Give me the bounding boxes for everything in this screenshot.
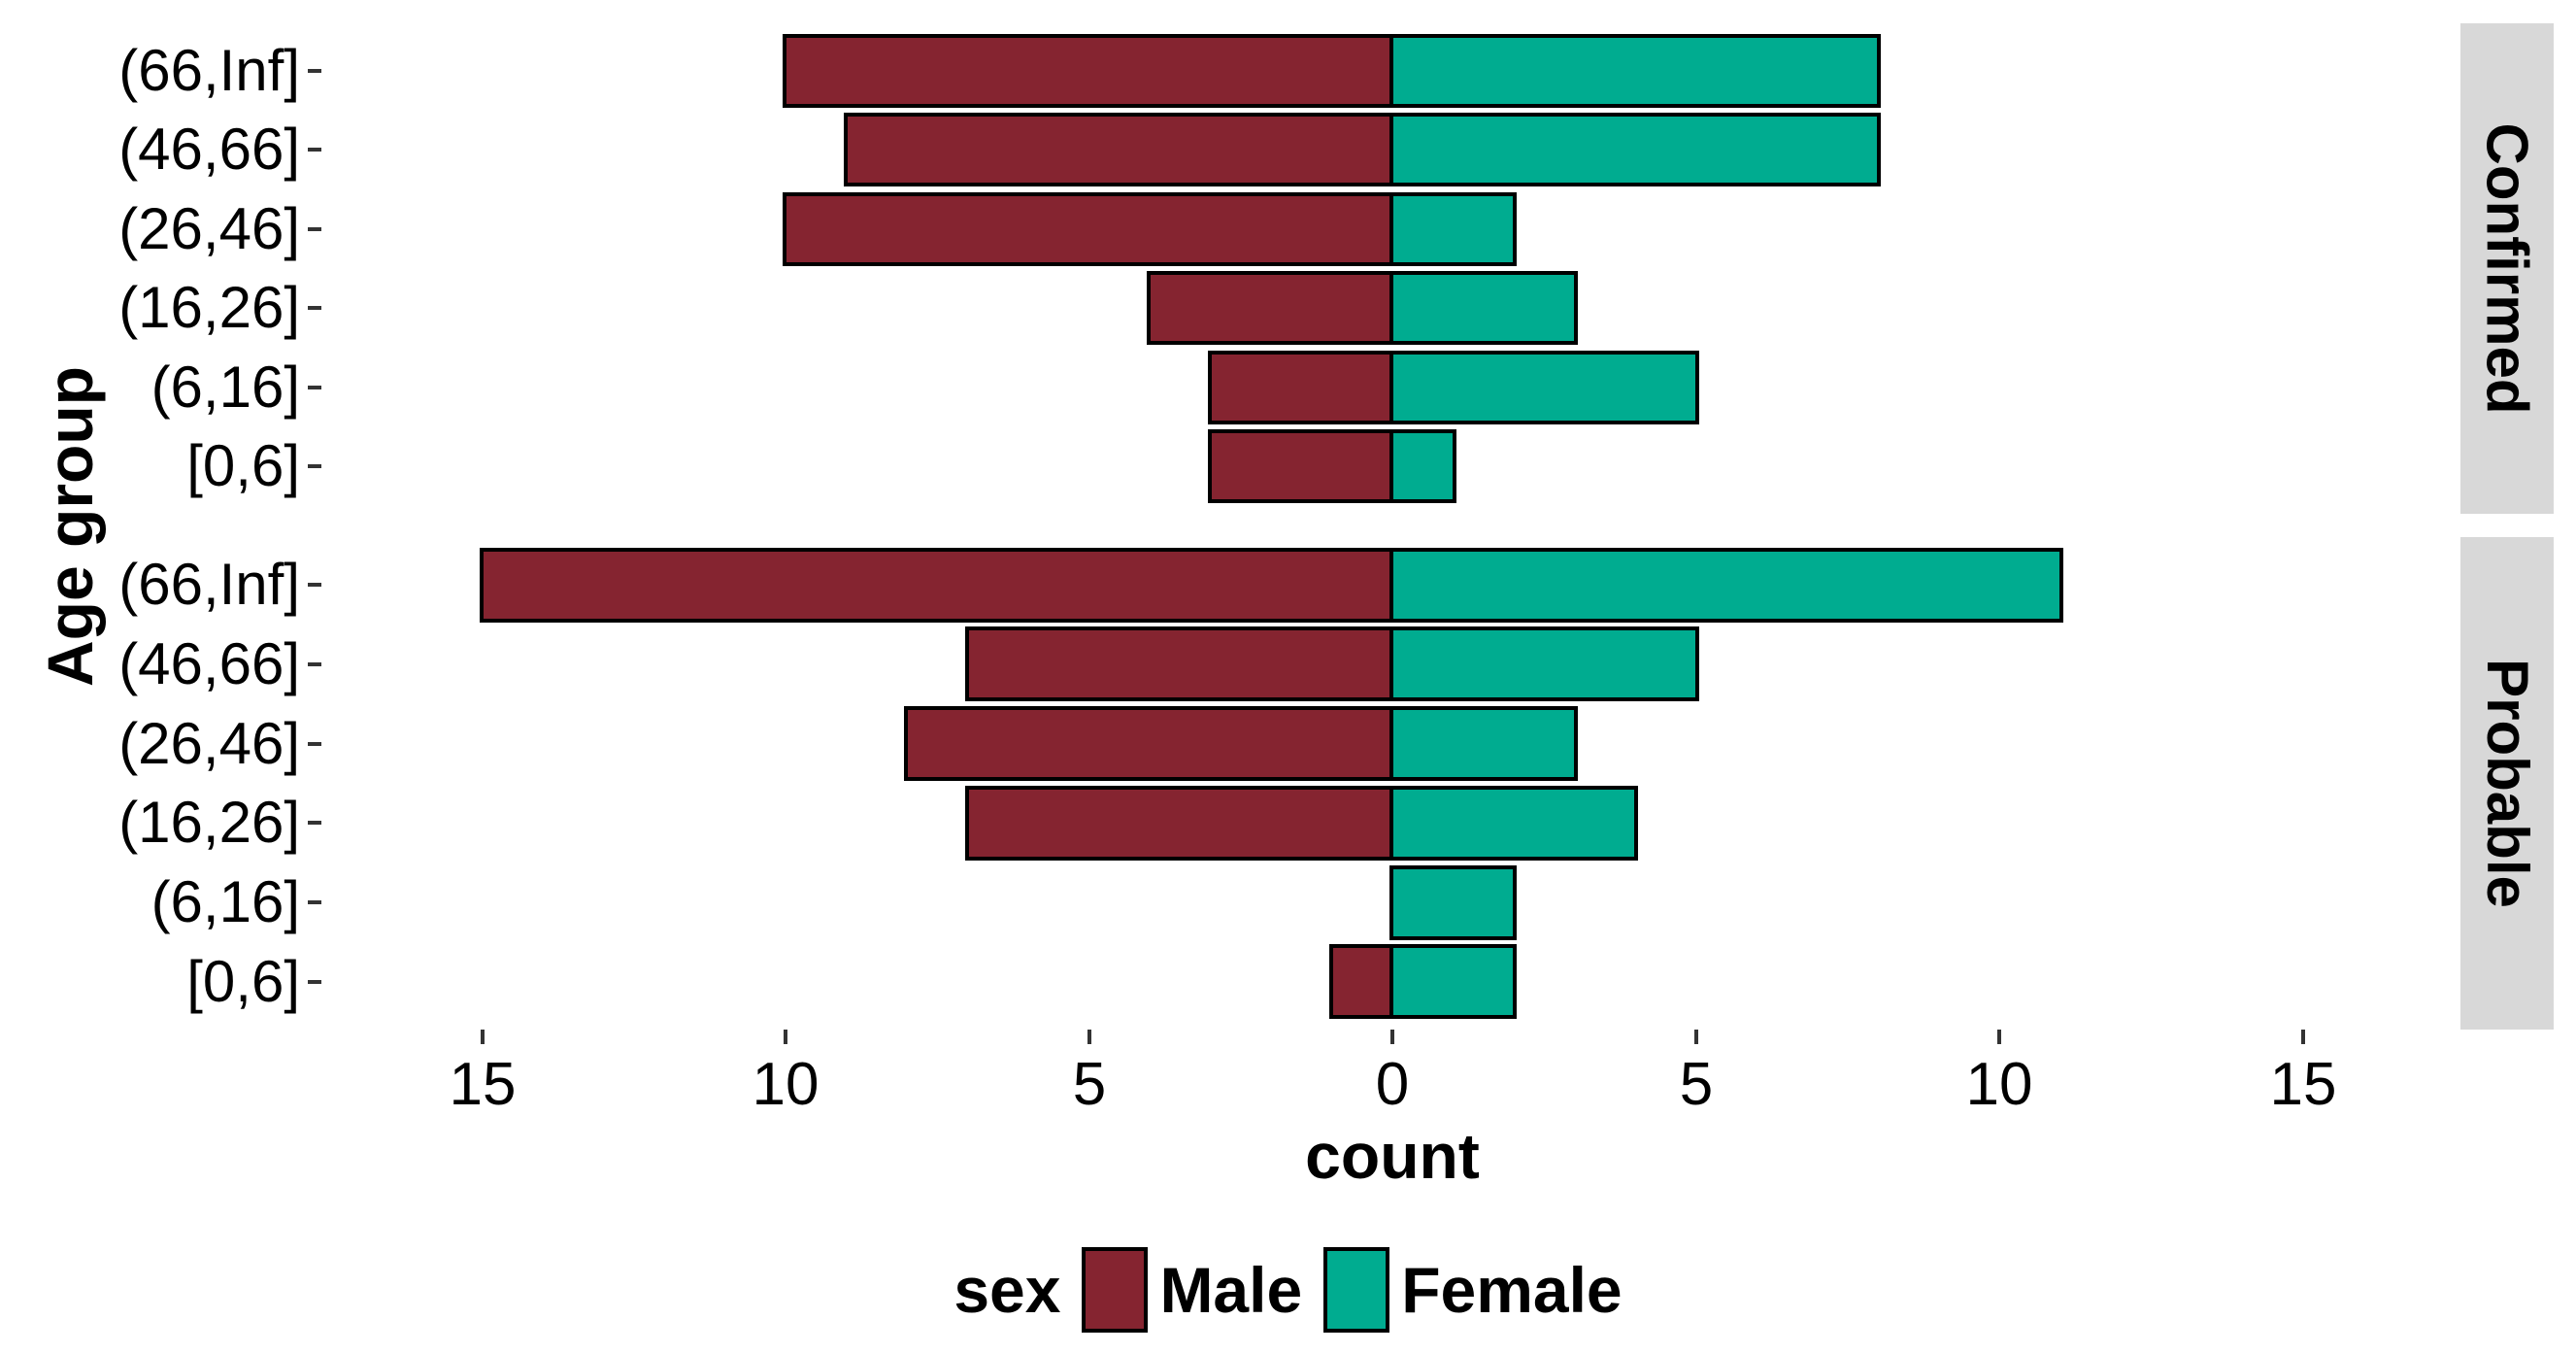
legend-swatch-male bbox=[1082, 1247, 1149, 1333]
x-tick-label: 10 bbox=[752, 1051, 820, 1118]
bar-female-confirmed-3 bbox=[1389, 271, 1578, 345]
y-tick-mark bbox=[308, 386, 321, 389]
bar-male-confirmed-4 bbox=[1208, 351, 1396, 424]
y-tick-label: (66,Inf] bbox=[118, 552, 300, 617]
x-tick-label: 15 bbox=[449, 1051, 517, 1118]
y-tick-mark bbox=[308, 306, 321, 310]
y-tick-mark bbox=[308, 900, 321, 904]
legend-item-male: Male bbox=[1082, 1247, 1302, 1333]
x-axis-title: count bbox=[1305, 1120, 1480, 1192]
bar-female-probable-0 bbox=[1389, 548, 2063, 623]
facet-strip-probable: Probable bbox=[2460, 537, 2554, 1030]
bar-male-confirmed-2 bbox=[783, 192, 1395, 266]
y-tick-label: (6,16] bbox=[151, 869, 300, 934]
y-tick-label: [0,6] bbox=[186, 433, 300, 498]
x-tick-label: 5 bbox=[1679, 1051, 1714, 1118]
bar-female-probable-5 bbox=[1389, 944, 1517, 1019]
bar-female-confirmed-0 bbox=[1389, 34, 1881, 108]
x-tick-mark bbox=[1390, 1030, 1394, 1044]
bar-male-probable-5 bbox=[1329, 944, 1396, 1019]
bar-female-confirmed-2 bbox=[1389, 192, 1517, 266]
facet-strip-label: Probable bbox=[2474, 659, 2540, 908]
legend-title: sex bbox=[953, 1254, 1061, 1326]
x-tick-mark bbox=[2301, 1030, 2305, 1044]
bar-male-probable-3 bbox=[965, 786, 1396, 861]
y-tick-label: (16,26] bbox=[118, 275, 300, 340]
legend-item-female: Female bbox=[1323, 1247, 1623, 1333]
y-tick-mark bbox=[308, 980, 321, 984]
bar-male-probable-0 bbox=[480, 548, 1396, 623]
x-tick-label: 5 bbox=[1072, 1051, 1107, 1118]
y-tick-mark bbox=[308, 464, 321, 468]
bar-female-probable-4 bbox=[1389, 865, 1517, 940]
bar-male-probable-2 bbox=[904, 706, 1395, 781]
y-tick-label: (26,46] bbox=[118, 196, 300, 261]
x-tick-label: 0 bbox=[1375, 1051, 1410, 1118]
legend-label: Male bbox=[1159, 1254, 1303, 1326]
bar-female-confirmed-1 bbox=[1389, 113, 1881, 186]
y-tick-mark bbox=[308, 69, 321, 73]
legend-swatch-female bbox=[1323, 1247, 1390, 1333]
x-tick-label: 15 bbox=[2269, 1051, 2337, 1118]
y-tick-label: (46,66] bbox=[118, 631, 300, 696]
y-tick-label: [0,6] bbox=[186, 949, 300, 1014]
facet-strip-label: Confirmed bbox=[2474, 122, 2540, 415]
bar-male-confirmed-0 bbox=[783, 34, 1395, 108]
y-tick-label: (66,Inf] bbox=[118, 38, 300, 103]
y-tick-mark bbox=[308, 583, 321, 587]
y-tick-mark bbox=[308, 227, 321, 231]
y-tick-label: (6,16] bbox=[151, 355, 300, 420]
bar-female-probable-3 bbox=[1389, 786, 1638, 861]
y-tick-mark bbox=[308, 148, 321, 152]
x-tick-mark bbox=[1087, 1030, 1091, 1044]
bar-female-probable-2 bbox=[1389, 706, 1578, 781]
bar-male-confirmed-5 bbox=[1208, 429, 1396, 503]
x-tick-mark bbox=[1997, 1030, 2001, 1044]
y-tick-label: (26,46] bbox=[118, 711, 300, 776]
y-tick-label: (16,26] bbox=[118, 790, 300, 855]
x-tick-label: 10 bbox=[1965, 1051, 2033, 1118]
x-tick-mark bbox=[784, 1030, 787, 1044]
x-tick-mark bbox=[1694, 1030, 1698, 1044]
legend: sex Male Female bbox=[0, 1232, 2576, 1348]
bar-male-confirmed-3 bbox=[1147, 271, 1395, 345]
legend-label: Female bbox=[1401, 1254, 1623, 1326]
y-tick-mark bbox=[308, 821, 321, 825]
bar-male-confirmed-1 bbox=[844, 113, 1396, 186]
bar-female-confirmed-5 bbox=[1389, 429, 1456, 503]
bar-male-probable-1 bbox=[965, 626, 1396, 701]
facet-strip-confirmed: Confirmed bbox=[2460, 23, 2554, 514]
bar-female-confirmed-4 bbox=[1389, 351, 1699, 424]
y-tick-label: (46,66] bbox=[118, 117, 300, 182]
y-tick-mark bbox=[308, 662, 321, 666]
x-tick-mark bbox=[481, 1030, 485, 1044]
y-tick-mark bbox=[308, 742, 321, 746]
bar-female-probable-1 bbox=[1389, 626, 1699, 701]
